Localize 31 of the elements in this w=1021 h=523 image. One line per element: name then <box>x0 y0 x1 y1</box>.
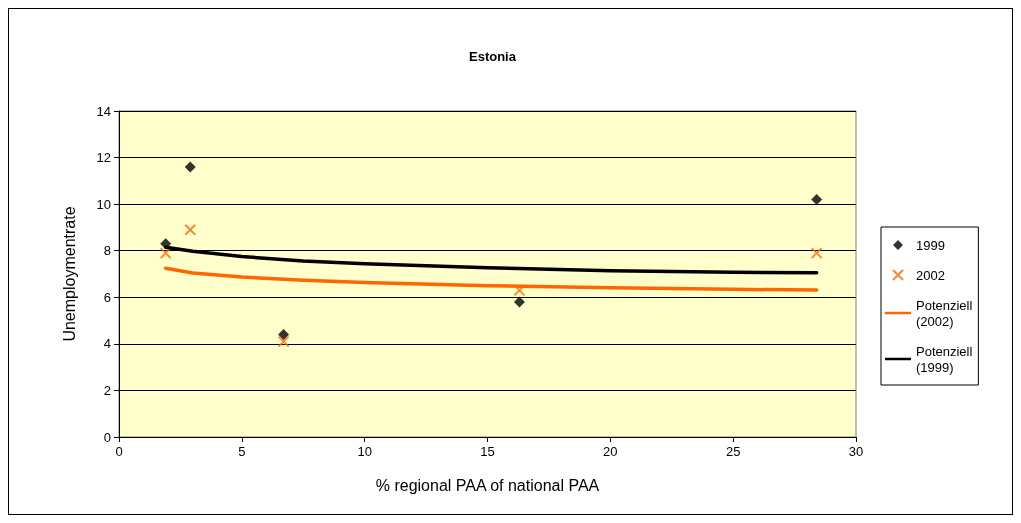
y-tick-label: 6 <box>103 289 111 305</box>
y-tick-label: 8 <box>103 243 111 259</box>
line-series <box>163 266 819 292</box>
point <box>184 223 197 236</box>
legend-label: 1999 <box>916 237 945 253</box>
x-tick-label: 30 <box>848 444 864 459</box>
y-tick-label: 2 <box>103 382 111 398</box>
x-tick-label: 5 <box>238 444 246 459</box>
x-tick-label: 15 <box>480 444 495 459</box>
y-axis-title: Unemploymentrate <box>60 206 78 342</box>
point <box>811 193 823 205</box>
point <box>513 296 525 308</box>
y-tick-label: 0 <box>103 429 111 445</box>
point <box>810 247 823 259</box>
y-tick-label: 10 <box>96 196 111 212</box>
legend-label: 2002 <box>916 267 945 283</box>
point <box>278 329 290 341</box>
y-tick-label: 12 <box>96 150 111 166</box>
legend-label: Potenziell (2002) <box>916 297 973 329</box>
legend-label: Potenziell (1999) <box>916 343 973 375</box>
y-tick-label: 14 <box>96 103 111 119</box>
point <box>159 247 172 259</box>
point <box>184 161 196 173</box>
x-tick-label: 10 <box>357 444 372 459</box>
chart-title: Estonia <box>469 49 517 64</box>
point <box>277 335 290 348</box>
x-tick-label: 25 <box>725 444 741 459</box>
y-tick-label: 4 <box>103 336 111 352</box>
x-axis-title: % regional PAA of national PAA <box>375 476 600 494</box>
x-tick-label: 0 <box>115 444 123 459</box>
x-tick-label: 20 <box>603 444 618 459</box>
